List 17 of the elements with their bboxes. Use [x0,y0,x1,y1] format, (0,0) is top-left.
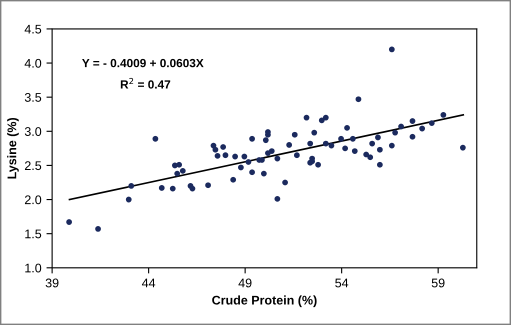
x-tick-label: 49 [238,278,252,288]
x-tick-label: 39 [46,278,58,288]
annotation: R$^{2}$ = 0.47 [120,78,170,89]
y-tick-label: 2.5 [24,161,42,170]
annotation: Y = - 0.4009 + 0.0603X [82,58,204,68]
y-tick-label: 2.0 [24,195,42,204]
x-tick-label: 59 [432,278,445,288]
y-axis-title: Lysine (%) [7,118,19,179]
y-tick-label: 3.0 [24,127,42,136]
y-tick-label: 1.0 [25,264,42,272]
y-tick-label: 1.5 [25,230,42,238]
x-tick-label: 44 [142,278,156,288]
x-tick-label: 54 [335,278,348,288]
y-tick-label: 3.5 [24,92,42,102]
y-tick-label: 4.0 [24,58,42,68]
x-axis-title: Crude Protein (%) [212,295,317,308]
y-tick-label: 4.5 [24,24,42,34]
